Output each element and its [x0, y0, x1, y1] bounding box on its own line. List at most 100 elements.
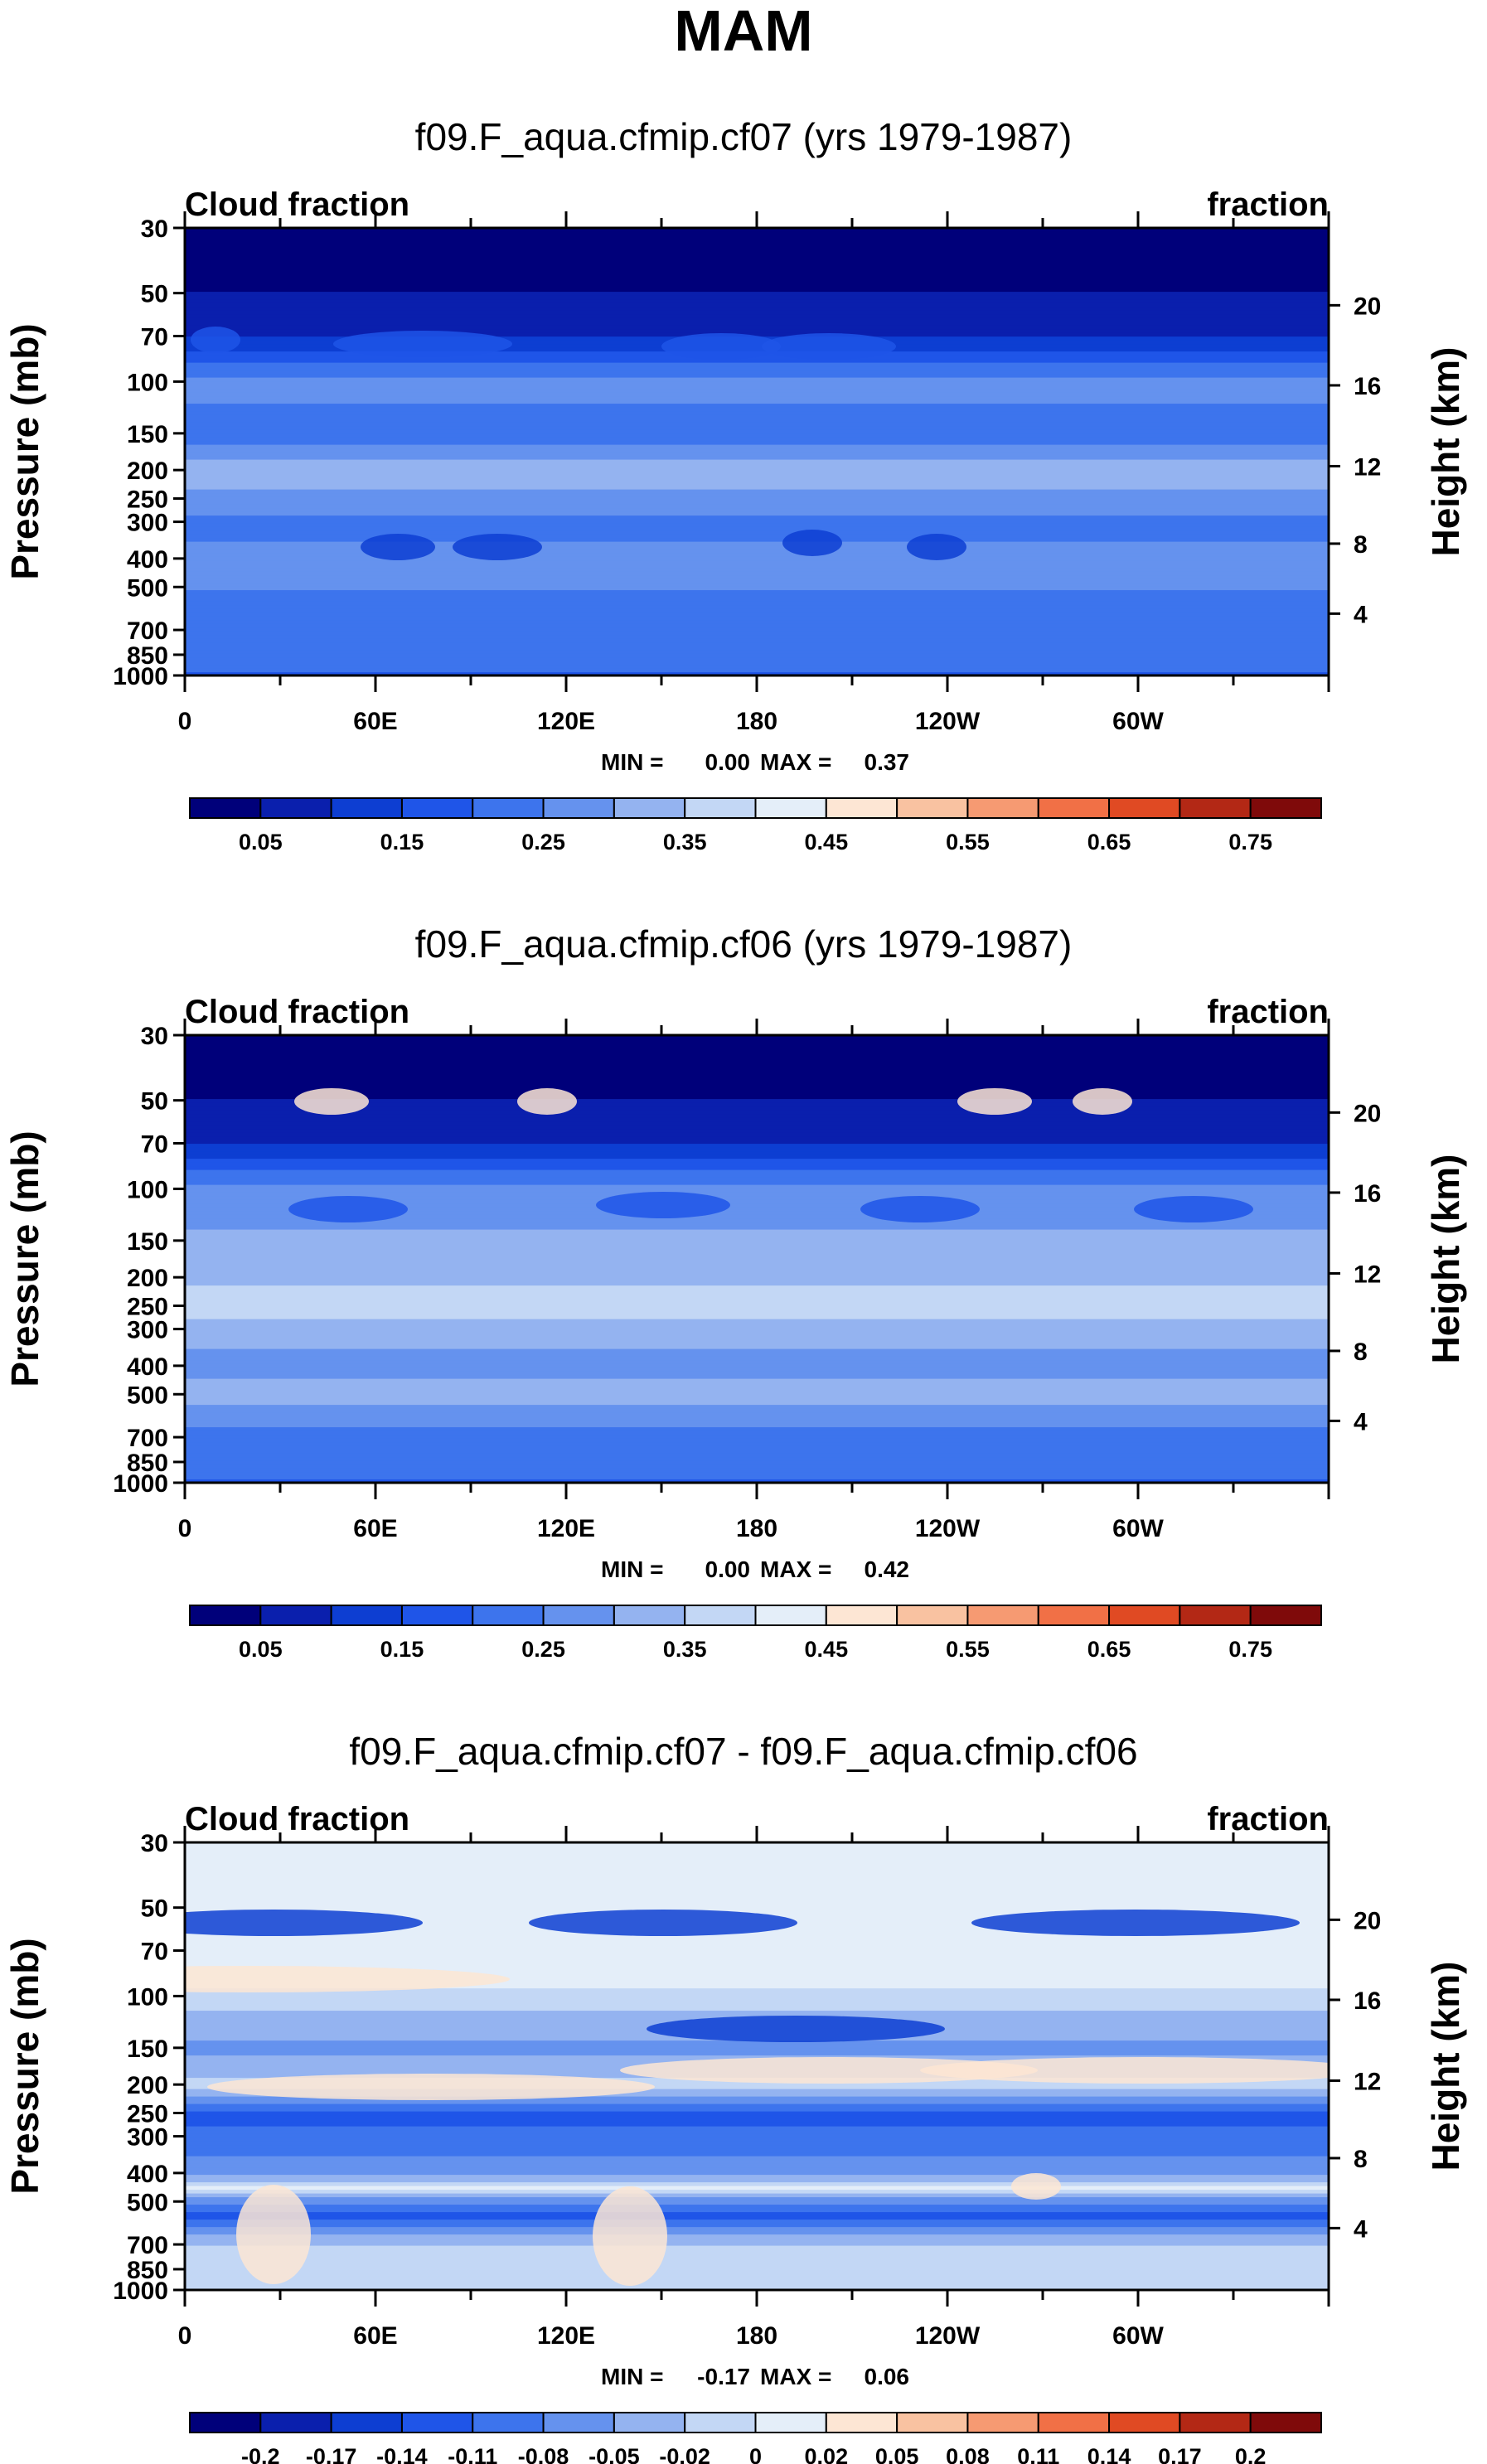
- contour-band: [185, 1434, 1329, 1439]
- colorbar-swatch: [1108, 2412, 1181, 2433]
- contour-band: [185, 541, 1329, 546]
- contour-band: [185, 1456, 1329, 1461]
- colorbar-swatch: [825, 2412, 898, 2433]
- pressure-tick-label: 700: [127, 1425, 168, 1452]
- colorbar-swatch: [966, 2412, 1039, 2433]
- contour-band: [185, 1237, 1329, 1242]
- contour-band: [185, 671, 1329, 675]
- colorbar-label: 0.02: [805, 2444, 849, 2464]
- contour-band: [185, 1125, 1329, 1130]
- contour-band: [185, 325, 1329, 330]
- colorbar-swatch: [1179, 797, 1252, 819]
- contour-cell: [860, 1196, 980, 1222]
- colorbar-label: 0.05: [239, 830, 283, 854]
- colorbar-swatch: [1037, 797, 1111, 819]
- contour-band: [185, 1080, 1329, 1085]
- contour-band: [185, 2141, 1329, 2146]
- lon-tick-label: 120W: [915, 2322, 981, 2350]
- contour-band: [185, 1378, 1329, 1383]
- contour-cell: [1134, 1196, 1253, 1222]
- contour-band: [185, 1058, 1329, 1063]
- contour-band: [185, 2196, 1329, 2201]
- contour-band: [185, 1102, 1329, 1107]
- contour-band: [185, 646, 1329, 651]
- contour-band: [185, 1363, 1329, 1368]
- contour-band: [185, 2282, 1329, 2287]
- contour-band: [185, 1173, 1329, 1178]
- contour-band: [185, 1207, 1329, 1212]
- colorbar-swatch: [1179, 1605, 1252, 1626]
- colorbar-swatch: [613, 797, 686, 819]
- colorbar-label: 0.15: [380, 830, 424, 854]
- contour-band: [185, 2040, 1329, 2045]
- pressure-tick-label: 400: [127, 2161, 168, 2188]
- contour-band: [185, 1348, 1329, 1353]
- contour-band: [185, 2230, 1329, 2235]
- contour-band: [185, 1883, 1329, 1888]
- contour-band: [185, 2238, 1329, 2243]
- contour-band: [185, 1140, 1329, 1145]
- left-corner-label: Cloud fraction: [185, 994, 409, 1030]
- colorbar-swatch: [684, 797, 757, 819]
- contour-band: [185, 380, 1329, 385]
- colorbar-label: -0.2: [241, 2444, 280, 2464]
- contour-band: [185, 1374, 1329, 1379]
- colorbar-swatch: [330, 1605, 403, 1626]
- contour-band: [185, 511, 1329, 516]
- contour-band: [185, 467, 1329, 472]
- contour-band: [185, 545, 1329, 549]
- panel-difference: f09.F_aqua.cfmip.cf07 - f09.F_aqua.cfmip…: [3, 1730, 1467, 2464]
- contour-cell: [957, 1088, 1032, 1115]
- contour-band: [185, 291, 1329, 296]
- panel-title: f09.F_aqua.cfmip.cf07 (yrs 1979-1987): [415, 115, 1073, 158]
- contour-band: [185, 1259, 1329, 1264]
- contour-band: [185, 1367, 1329, 1372]
- colorbar-swatch: [542, 2412, 615, 2433]
- contour-band: [185, 1098, 1329, 1103]
- contour-band: [185, 1117, 1329, 1122]
- contour-band: [185, 1038, 1329, 1043]
- contour-band: [185, 2215, 1329, 2220]
- contour-band: [185, 1939, 1329, 1944]
- colorbar-label: 0.35: [663, 830, 707, 854]
- contour-band: [185, 2133, 1329, 2138]
- contour-band: [185, 507, 1329, 512]
- contour-cell: [453, 534, 542, 560]
- contour-band: [185, 2152, 1329, 2157]
- colorbar-label: 0.55: [946, 1637, 990, 1662]
- pressure-tick-label: 300: [127, 2124, 168, 2152]
- contour-band: [185, 1285, 1329, 1290]
- contour-band: [185, 462, 1329, 467]
- contour-band: [185, 2189, 1329, 2194]
- contour-band: [185, 273, 1329, 278]
- contour-band: [185, 1091, 1329, 1096]
- pressure-tick-label: 1000: [113, 2278, 168, 2305]
- contour-cell: [517, 1088, 577, 1115]
- contour-band: [185, 2010, 1329, 2015]
- contour-band: [185, 2144, 1329, 2149]
- colorbar-label: 0.14: [1087, 2444, 1131, 2464]
- pressure-tick-label: 250: [127, 487, 168, 514]
- max-value: 0.06: [865, 2364, 910, 2389]
- contour-band: [185, 564, 1329, 569]
- height-tick-label: 8: [1354, 531, 1368, 559]
- pressure-tick-label: 1000: [113, 1470, 168, 1498]
- contour-band: [185, 399, 1329, 404]
- contour-band: [185, 2174, 1329, 2179]
- contour-band: [185, 2219, 1329, 2224]
- contour-band: [185, 1857, 1329, 1862]
- contour-band: [185, 2007, 1329, 2011]
- contour-band: [185, 1943, 1329, 1948]
- contour-band: [185, 1147, 1329, 1152]
- contour-band: [185, 1192, 1329, 1197]
- contour-band: [185, 1155, 1329, 1159]
- contour-band: [185, 1393, 1329, 1398]
- contour-band: [185, 1304, 1329, 1309]
- max-value: 0.37: [865, 749, 910, 775]
- colorbar-swatch: [189, 2412, 262, 2433]
- contour-band: [185, 482, 1329, 487]
- contour-band: [185, 574, 1329, 579]
- lon-tick-label: 0: [178, 708, 192, 735]
- contour-cell: [288, 1196, 408, 1222]
- colorbar-swatch: [330, 2412, 403, 2433]
